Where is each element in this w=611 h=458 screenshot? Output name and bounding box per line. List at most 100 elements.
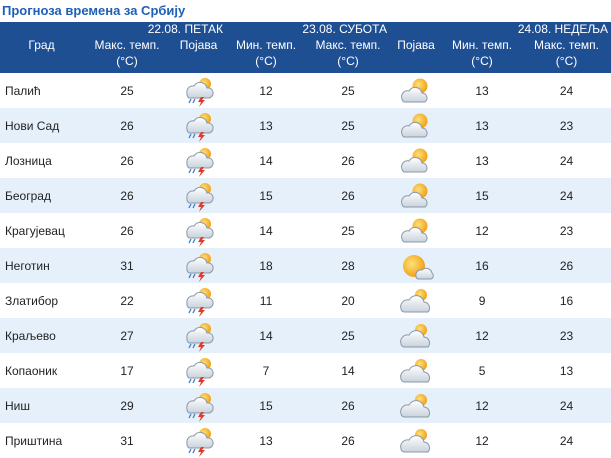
city-cell: Ниш — [0, 388, 83, 423]
d3-max-temp-cell: 13 — [522, 353, 611, 388]
thunderstorm-icon — [171, 178, 227, 213]
d2-max-temp-cell: 20 — [306, 283, 391, 318]
d1-max-temp-cell: 26 — [83, 213, 171, 248]
table-row: Приштина 31 13 26 12 24 — [0, 423, 611, 458]
city-cell: Лозница — [0, 143, 83, 178]
d3-max-temp-cell: 24 — [522, 73, 611, 108]
thunderstorm-icon — [171, 248, 227, 283]
d3-min-temp-cell: 9 — [442, 283, 523, 318]
d3-max-temp-cell: 24 — [522, 143, 611, 178]
d1-max-temp-cell: 17 — [83, 353, 171, 388]
d3-min-temp-cell: 13 — [442, 108, 523, 143]
d1-max-temp-cell: 25 — [83, 73, 171, 108]
thunderstorm-icon — [171, 73, 227, 108]
d2-min-temp-cell: 12 — [226, 73, 307, 108]
d2-max-temp-cell: 26 — [306, 388, 391, 423]
day-1-date: 22.08. ПЕТАК — [83, 22, 227, 36]
d2-min-temp-header: Мин. темп. (°C) — [226, 36, 307, 73]
d3-max-temp-cell: 16 — [522, 283, 611, 318]
city-header: Град — [0, 36, 83, 73]
d3-min-temp-cell: 13 — [442, 73, 523, 108]
city-cell: Краљево — [0, 318, 83, 353]
thunderstorm-icon — [171, 283, 227, 318]
d2-max-temp-cell: 25 — [306, 108, 391, 143]
cloudy-icon — [390, 353, 443, 388]
d1-max-temp-cell: 29 — [83, 388, 171, 423]
thunderstorm-icon — [171, 353, 227, 388]
d2-min-temp-cell: 14 — [226, 318, 307, 353]
d2-min-temp-cell: 13 — [226, 108, 307, 143]
city-cell: Палић — [0, 73, 83, 108]
cloudy-icon — [390, 318, 443, 353]
city-cell: Златибор — [0, 283, 83, 318]
d2-min-temp-cell: 15 — [226, 178, 307, 213]
table-row: Копаоник 17 7 14 5 13 — [0, 353, 611, 388]
thunderstorm-icon — [171, 108, 227, 143]
partly-cloudy-icon — [390, 73, 443, 108]
table-row: Лозница 26 14 26 13 24 — [0, 143, 611, 178]
d3-min-temp-cell: 12 — [442, 318, 523, 353]
table-row: Неготин 31 18 28 16 26 — [0, 248, 611, 283]
partly-cloudy-icon — [390, 143, 443, 178]
d3-max-temp-cell: 24 — [522, 388, 611, 423]
d3-min-temp-cell: 12 — [442, 213, 523, 248]
header-spacer — [0, 22, 83, 36]
table-row: Краљево 27 14 25 12 23 — [0, 318, 611, 353]
d2-max-temp-header: Макс. темп. (°C) — [306, 36, 391, 73]
day-3-date: 24.08. НЕДЕЉА — [390, 22, 611, 36]
cloudy-icon — [390, 423, 443, 458]
d2-max-temp-cell: 26 — [306, 178, 391, 213]
table-row: Златибор 22 11 20 9 16 — [0, 283, 611, 318]
d2-min-temp-cell: 13 — [226, 423, 307, 458]
d3-min-temp-unit: (°C) — [471, 54, 493, 68]
d2-max-temp-unit: (°C) — [337, 54, 359, 68]
d3-min-temp-cell: 16 — [442, 248, 523, 283]
d2-min-temp-cell: 18 — [226, 248, 307, 283]
d2-min-temp-cell: 14 — [226, 143, 307, 178]
d3-max-temp-unit: (°C) — [555, 54, 578, 68]
thunderstorm-icon — [171, 388, 227, 423]
cloudy-icon — [390, 388, 443, 423]
d2-max-temp-cell: 26 — [306, 143, 391, 178]
d3-max-temp-cell: 23 — [522, 108, 611, 143]
d3-max-temp-cell: 23 — [522, 318, 611, 353]
d3-min-temp-cell: 5 — [442, 353, 523, 388]
city-cell: Крагујевац — [0, 213, 83, 248]
city-cell: Копаоник — [0, 353, 83, 388]
d2-max-temp-cell: 25 — [306, 73, 391, 108]
partly-cloudy-icon — [390, 108, 443, 143]
d2-min-temp-cell: 14 — [226, 213, 307, 248]
thunderstorm-icon — [171, 423, 227, 458]
d1-max-temp-header: Макс. темп. (°C) — [83, 36, 171, 73]
d3-max-temp-header: Макс. темп. (°C) — [522, 36, 611, 73]
d1-max-temp-cell: 31 — [83, 423, 171, 458]
d3-min-temp-cell: 13 — [442, 143, 523, 178]
page-title: Прогноза времена за Србију — [2, 3, 186, 18]
d3-min-temp-cell: 12 — [442, 388, 523, 423]
table-row: Нови Сад 26 13 25 13 23 — [0, 108, 611, 143]
d2-max-temp-cell: 25 — [306, 213, 391, 248]
d2-min-temp-cell: 7 — [226, 353, 307, 388]
d1-max-temp-cell: 27 — [83, 318, 171, 353]
d1-max-temp-label: Макс. темп. — [94, 38, 160, 52]
d3-max-temp-cell: 24 — [522, 423, 611, 458]
thunderstorm-icon — [171, 143, 227, 178]
mostly-sunny-icon — [390, 248, 443, 283]
city-cell: Приштина — [0, 423, 83, 458]
d1-max-temp-unit: (°C) — [116, 54, 138, 68]
d2-min-temp-cell: 11 — [226, 283, 307, 318]
d2-max-temp-cell: 26 — [306, 423, 391, 458]
d1-max-temp-cell: 26 — [83, 108, 171, 143]
forecast-body: Палић 25 12 25 13 24 Нови Сад 26 13 25 13 23 Лозница… — [0, 73, 611, 458]
cloudy-icon — [390, 283, 443, 318]
table-row: Палић 25 12 25 13 24 — [0, 73, 611, 108]
d1-max-temp-cell: 26 — [83, 178, 171, 213]
day-2-date: 23.08. СУБОТА — [226, 22, 391, 36]
d2-max-temp-cell: 25 — [306, 318, 391, 353]
thunderstorm-icon — [171, 318, 227, 353]
partly-cloudy-icon — [390, 213, 443, 248]
d2-min-temp-label: Мин. темп. — [235, 38, 297, 52]
city-cell: Нови Сад — [0, 108, 83, 143]
table-row: Ниш 29 15 26 12 24 — [0, 388, 611, 423]
d1-max-temp-cell: 26 — [83, 143, 171, 178]
